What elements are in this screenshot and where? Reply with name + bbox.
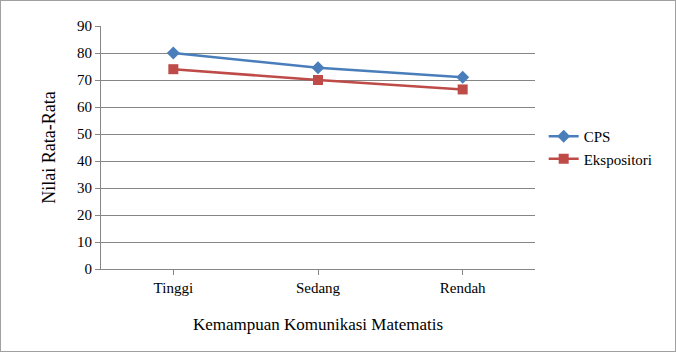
svg-text:Nilai Rata-Rata: Nilai Rata-Rata [39, 91, 59, 203]
svg-text:70: 70 [77, 72, 92, 88]
svg-text:50: 50 [77, 126, 92, 142]
svg-text:Tinggi: Tinggi [154, 280, 193, 296]
svg-text:CPS: CPS [584, 129, 611, 145]
svg-text:Ekspositori: Ekspositori [584, 152, 652, 168]
svg-text:60: 60 [77, 99, 92, 115]
svg-text:30: 30 [77, 180, 92, 196]
svg-text:40: 40 [77, 153, 92, 169]
svg-text:0: 0 [85, 261, 93, 277]
svg-text:20: 20 [77, 207, 92, 223]
svg-text:Sedang: Sedang [296, 280, 341, 296]
svg-text:80: 80 [77, 45, 92, 61]
svg-text:Rendah: Rendah [440, 280, 486, 296]
svg-text:Kemampuan Komunikasi Matematis: Kemampuan Komunikasi Matematis [193, 315, 443, 334]
svg-text:90: 90 [77, 18, 92, 34]
svg-text:10: 10 [77, 234, 92, 250]
